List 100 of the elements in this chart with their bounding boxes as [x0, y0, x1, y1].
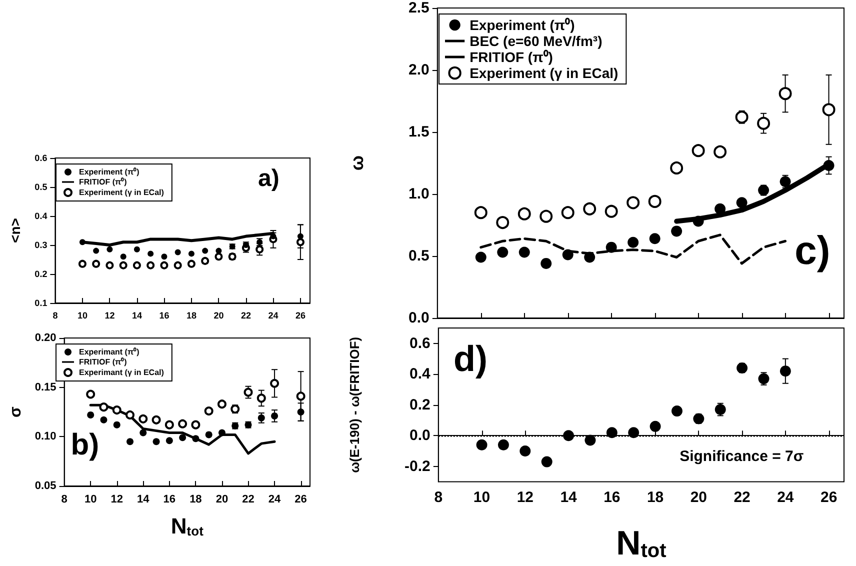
point [99, 402, 108, 412]
point [78, 260, 86, 268]
point [179, 434, 186, 442]
point [563, 430, 574, 442]
y-axis-title: ω(E-190) - ω(FRITIOF) [347, 336, 362, 473]
point [192, 435, 200, 442]
point [216, 248, 222, 254]
point [672, 406, 682, 417]
point [202, 248, 208, 254]
point [178, 419, 188, 428]
point [780, 366, 791, 377]
point [113, 421, 120, 428]
y-tick-label: 0.3 [34, 240, 48, 250]
point [126, 438, 134, 446]
point [100, 416, 108, 424]
point [496, 216, 510, 230]
y-axis-title: σ [8, 406, 24, 418]
point [520, 446, 531, 457]
point [174, 249, 181, 256]
point [606, 242, 617, 253]
point [204, 406, 214, 416]
point [628, 236, 639, 248]
point [628, 427, 640, 438]
x-axis-title: Ntot [616, 524, 667, 562]
point [714, 203, 726, 214]
point [134, 246, 140, 252]
y-tick-label: 0.6 [410, 334, 430, 352]
point [474, 206, 488, 220]
legend-label: FRITIOF (π⁰) [79, 178, 128, 186]
x-tick-label: 10 [473, 488, 490, 506]
legend-label: Experiment (π⁰) [79, 168, 140, 176]
point [476, 439, 488, 450]
y-tick-label: 0.2 [34, 269, 48, 279]
point [649, 233, 660, 244]
point [164, 420, 174, 430]
annotation: Significance = 7σ [680, 448, 804, 465]
x-tick-label: 16 [159, 310, 170, 320]
x-tick-label: 12 [104, 310, 115, 320]
y-axis-title: <n> [7, 218, 23, 243]
legend-label: Experiment (γ in ECal) [79, 188, 164, 197]
point [152, 438, 160, 446]
y-tick-label: 0.05 [34, 480, 56, 492]
point [217, 400, 226, 409]
y-tick-label: 1.0 [408, 186, 430, 202]
y-tick-label: 1.5 [408, 124, 430, 140]
x-tick-label: 8 [52, 310, 58, 320]
x-tick-label: 10 [77, 310, 88, 320]
y-tick-label: 2.0 [408, 62, 430, 78]
point [119, 261, 128, 270]
x-tick-label: 26 [295, 310, 306, 320]
y-tick-label: -0.2 [404, 458, 430, 475]
point [583, 202, 596, 216]
point [823, 160, 834, 171]
point [297, 233, 304, 240]
point [540, 210, 553, 223]
point [86, 390, 96, 399]
legend-label: Experiment (π⁰) [470, 17, 575, 33]
point [138, 414, 148, 424]
annotation: b) [70, 428, 100, 462]
y-tick-label: 0.5 [408, 248, 430, 264]
y-tick-label: 0.0 [408, 310, 430, 326]
point [735, 110, 748, 124]
point [112, 406, 122, 415]
point [584, 252, 596, 263]
point [498, 439, 509, 450]
x-tick-label: 14 [560, 488, 578, 506]
point [126, 410, 134, 420]
point [671, 226, 682, 237]
point [132, 261, 141, 270]
point [736, 197, 748, 208]
x-tick-label: 18 [190, 494, 202, 506]
x-tick-label: 20 [214, 310, 224, 320]
legend-label: FRITIOF (π⁰) [79, 358, 128, 366]
y-tick-label: 0.1 [34, 298, 48, 308]
x-tick-label: 20 [216, 494, 228, 506]
point [256, 394, 266, 403]
line-series [480, 234, 787, 265]
annotation: c) [794, 229, 830, 274]
point [541, 456, 552, 468]
point [146, 261, 155, 270]
point [166, 437, 173, 444]
point [214, 252, 223, 261]
y-axis-title: ω [347, 155, 367, 171]
x-tick-label: 8 [61, 494, 68, 506]
point [670, 161, 684, 174]
x-tick-label: 18 [646, 488, 664, 506]
point [518, 207, 531, 220]
point [561, 206, 574, 220]
legend-label: FRITIOF (π⁰) [470, 49, 553, 65]
legend-label: Experimant (π⁰) [79, 348, 140, 356]
point [188, 250, 194, 257]
point [778, 87, 792, 100]
point [518, 246, 530, 258]
point [692, 144, 705, 158]
y-tick-label: 0.20 [34, 332, 56, 344]
y-tick-label: 2.5 [408, 0, 430, 16]
point [244, 388, 253, 397]
point [297, 408, 304, 416]
point [757, 116, 770, 130]
x-tick-label: 10 [84, 494, 97, 506]
